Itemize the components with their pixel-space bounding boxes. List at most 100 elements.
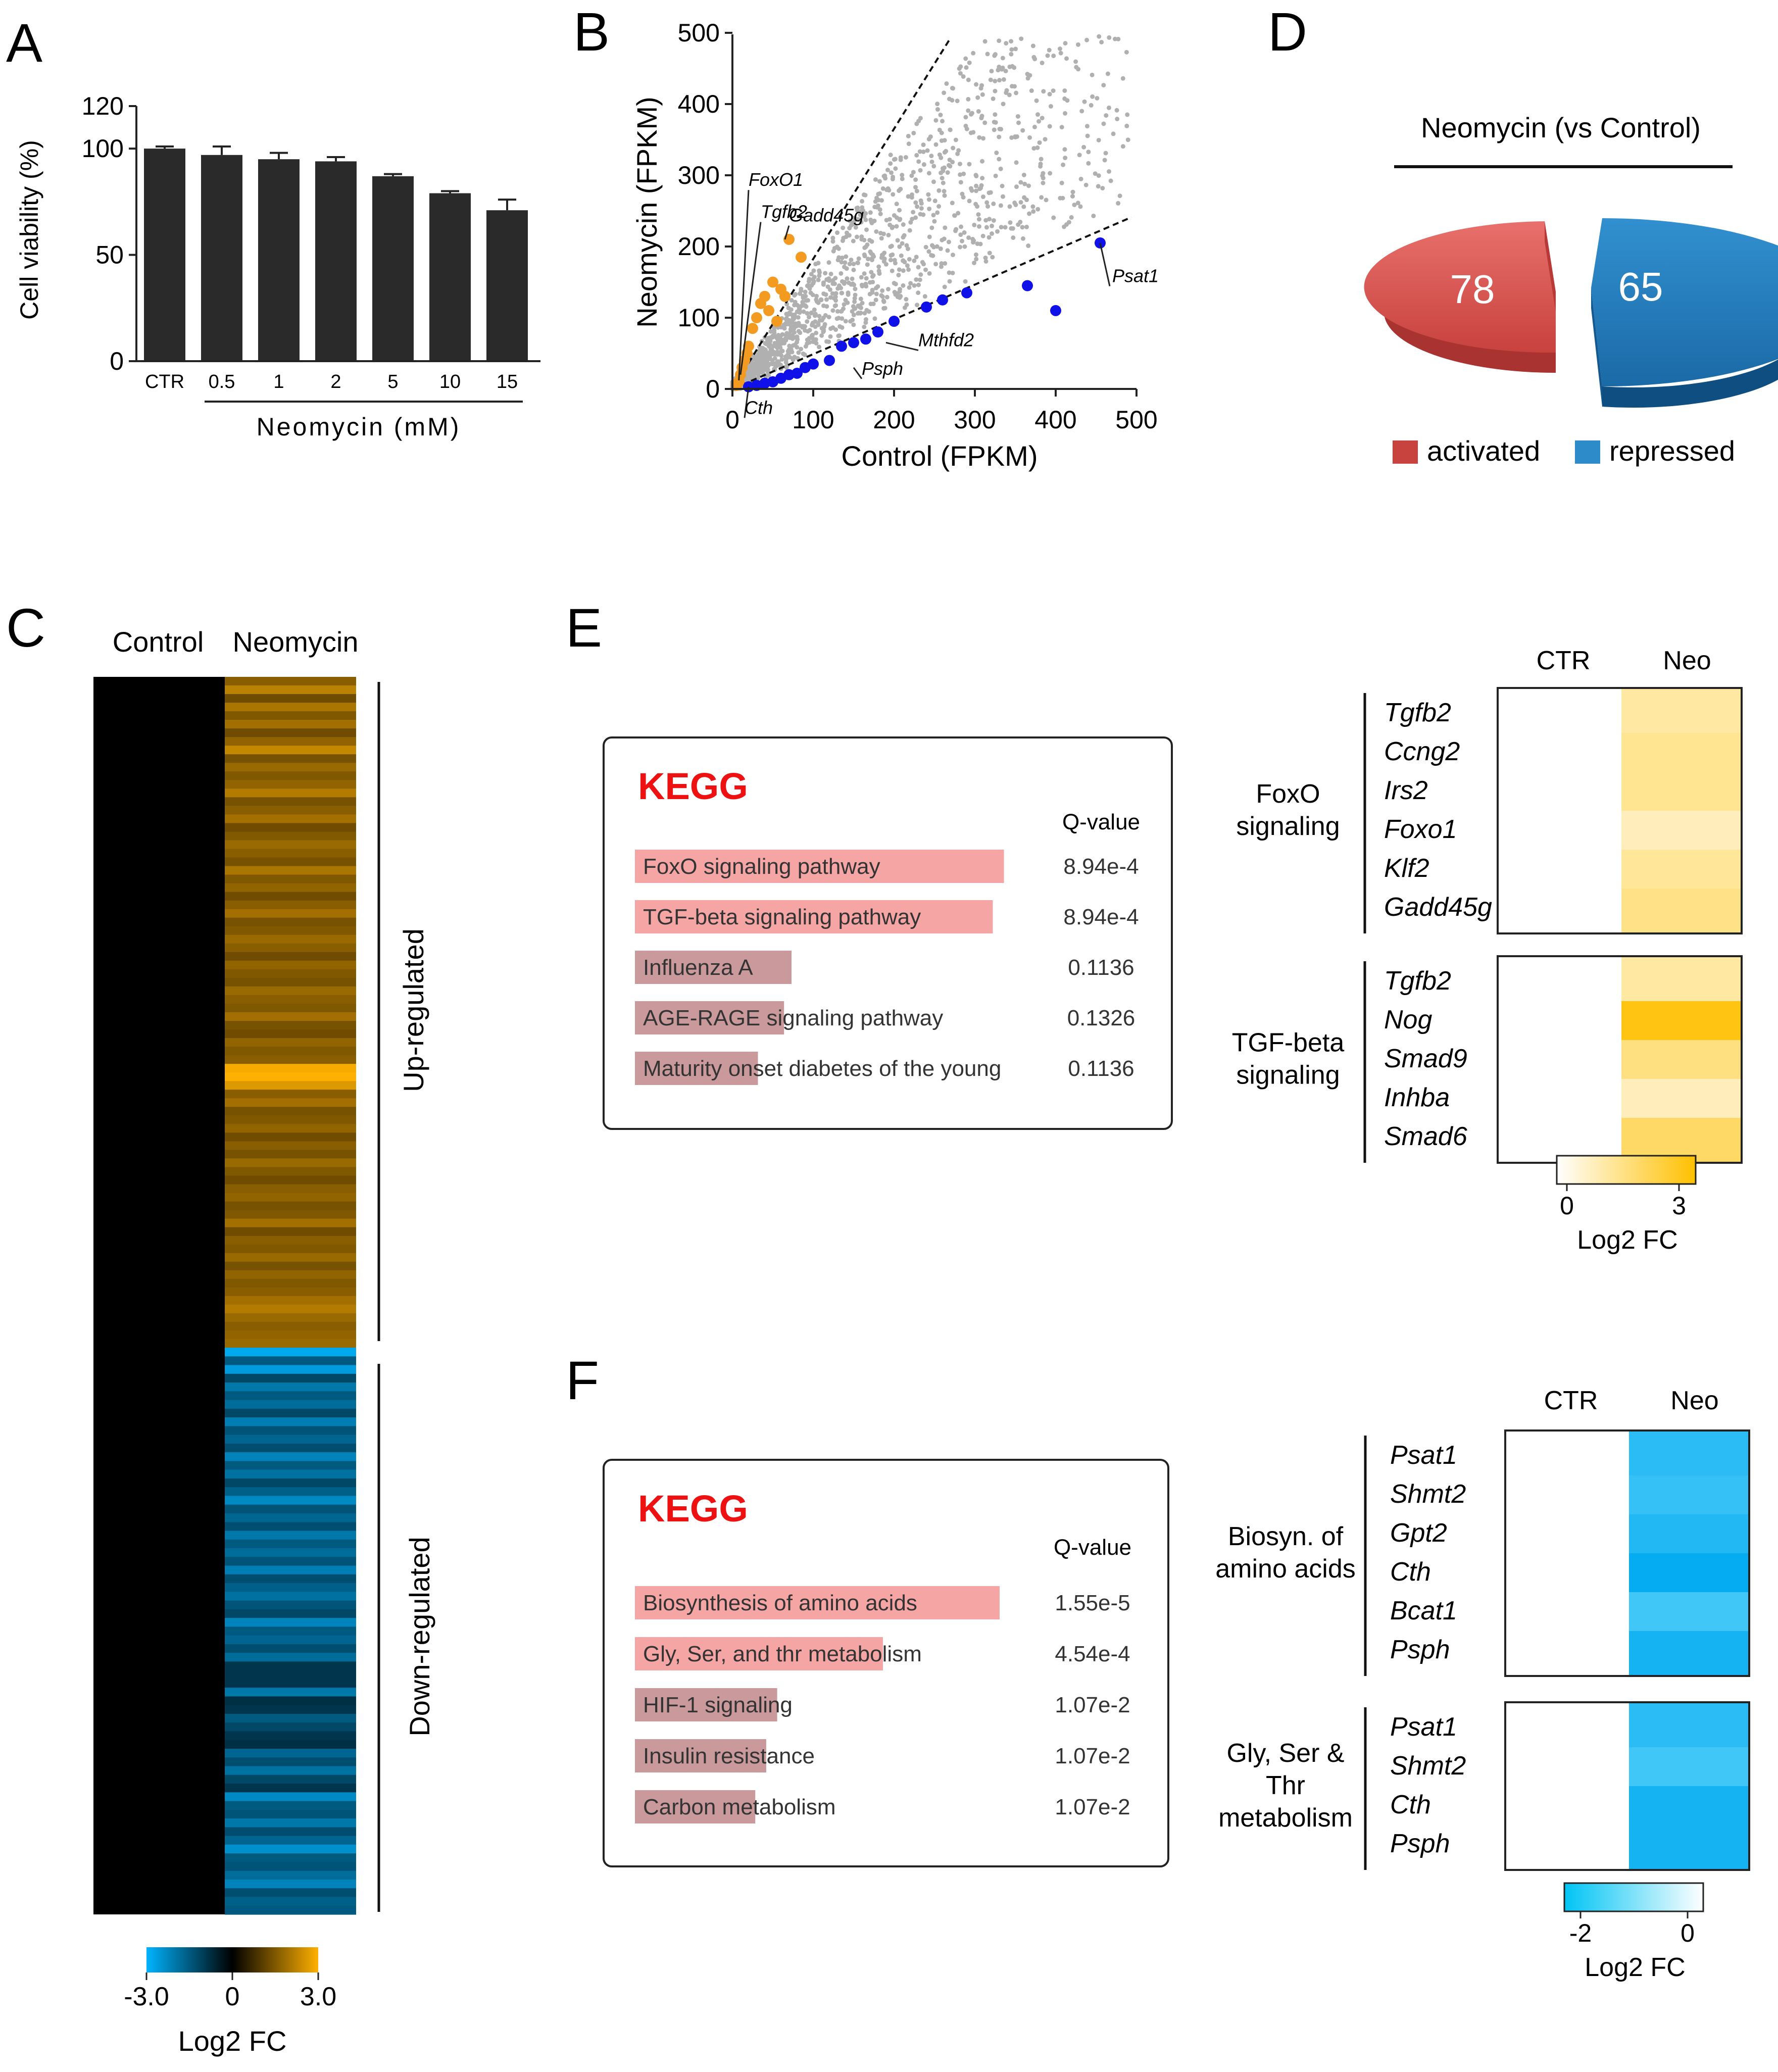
b-point-grey [993,52,998,57]
f-legend-tick-label: 0 [1681,1919,1695,1947]
b-point-grey [1085,133,1090,138]
b-point-grey [884,218,889,223]
b-point-grey [1027,135,1032,140]
b-point-grey [814,293,819,299]
b-point-grey [807,335,812,340]
b-point-grey [889,170,894,175]
b-y-tick-label: 400 [678,90,720,118]
f-group-name: amino acids [1215,1554,1355,1584]
b-point-grey [860,205,865,210]
e-group-name: signaling [1236,1061,1340,1090]
b-point-grey [801,309,806,314]
b-point-grey [983,255,988,260]
b-point-grey [894,224,899,229]
b-point-grey [947,279,952,284]
b-point-grey [958,232,963,237]
b-point-grey [863,320,868,325]
b-point-grey [1038,162,1043,167]
b-point-grey [931,164,936,169]
panel-letter-b: B [573,1,610,62]
b-point-grey [1020,225,1025,230]
c-cell-up [225,806,356,815]
b-point-grey [862,252,867,257]
b-point-grey [997,78,1002,83]
b-point-grey [975,204,980,209]
b-point-grey [955,98,960,104]
b-point-grey [856,256,861,261]
b-point-grey [930,243,935,248]
c-cell-up [225,1072,356,1081]
b-point-grey [824,297,829,302]
b-point-grey [1061,162,1066,167]
b-point-grey [1045,53,1050,58]
c-cell-up [225,797,356,806]
b-point-grey [787,343,792,349]
b-point-grey [810,277,815,282]
panel-letter-d: D [1268,1,1307,62]
f-kegg-qvalue: 1.07e-2 [1055,1795,1130,1819]
b-point-grey [950,98,955,103]
b-point-grey [833,294,838,300]
e-group-name: TGF-beta [1232,1028,1345,1058]
pie-value-activated: 78 [1450,267,1495,312]
b-point-grey [756,373,761,378]
b-point-grey [990,223,995,228]
c-cell-up [225,1124,356,1133]
panel-d-pie: Neomycin (vs Control) 78 65 activated re… [1364,112,1778,467]
c-cell-up [225,737,356,746]
b-point-grey [904,297,909,302]
b-point-grey [1026,243,1031,249]
b-point-grey [830,325,835,330]
c-legend-tick-label: 0 [225,1982,240,2011]
c-cell-up [225,892,356,901]
e-kegg-bar [635,951,792,984]
b-point-grey [839,260,844,265]
c-cell-down [225,1513,356,1522]
c-cell-up [225,771,356,780]
b-point-grey [895,238,900,243]
b-point-grey [795,309,800,314]
c-cell-down [225,1461,356,1470]
e-kegg-pathway-label: Influenza A [643,955,753,980]
b-point-grey [919,201,924,206]
f-heatmap-cell [1629,1475,1749,1514]
c-cell-down [225,1653,356,1662]
f-gene-label: Psph [1390,1829,1450,1858]
b-point-grey [789,298,794,303]
b-point-grey [874,291,879,297]
c-cell-down [225,1888,356,1898]
b-point-grey [1051,88,1056,93]
b-point-grey [839,255,845,260]
b-point-grey [851,220,856,225]
b-point-grey [966,96,971,102]
c-group-down: Down-regulated [404,1537,435,1736]
b-point-grey [899,253,904,258]
b-point-grey [957,66,962,71]
b-point-grey [806,315,811,320]
a-bar-1 [258,159,300,361]
b-point-grey [941,168,946,173]
b-point-grey [932,199,937,204]
b-point-grey [963,56,968,61]
b-point-grey [888,153,893,158]
b-point-grey [830,291,835,296]
e-heatmap-cell [1621,1040,1742,1079]
b-point-grey [819,318,824,323]
e-legend-tick-label: 3 [1672,1192,1686,1220]
e-heatmap-cell [1621,1001,1742,1040]
b-point-grey [875,284,880,289]
b-point-grey [772,340,777,346]
b-point-grey [951,145,956,151]
e-qvalue-header: Q-value [1062,810,1140,834]
b-point-grey [866,309,871,314]
b-point-grey [768,342,773,347]
b-point-grey [1047,91,1052,96]
f-heatmap-cell [1629,1592,1749,1631]
b-point-grey [863,244,868,250]
c-cell-down [225,1661,356,1671]
b-x-tick-label: 500 [1115,406,1157,434]
b-x-tick-label: 300 [954,406,996,434]
b-point-grey [1019,36,1024,41]
b-point-grey [876,264,881,269]
b-point-grey [814,330,819,335]
